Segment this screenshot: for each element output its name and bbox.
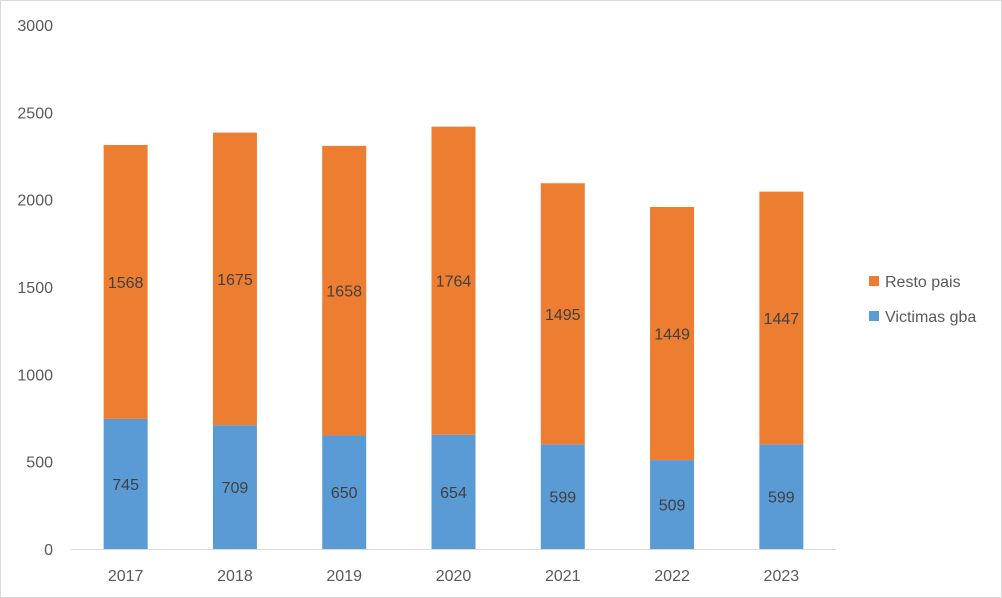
data-label-resto-pais-2019: 1658: [326, 284, 362, 301]
bar-resto-pais-2018: [212, 132, 257, 426]
legend-swatch-resto-pais: [869, 276, 879, 286]
x-tick-label-2017: 2017: [108, 568, 144, 585]
x-tick-label-2021: 2021: [545, 568, 581, 585]
data-label-resto-pais-2020: 1764: [436, 274, 472, 291]
data-label-victimas-gba-2018: 709: [222, 480, 249, 497]
bar-victimas-gba-2019: [322, 435, 367, 549]
bar-resto-pais-2017: [103, 144, 148, 419]
x-tick-label-2022: 2022: [654, 568, 690, 585]
x-tick-label-2020: 2020: [436, 568, 472, 585]
data-label-resto-pais-2022: 1449: [654, 327, 690, 344]
bar-victimas-gba-2020: [431, 434, 476, 549]
bar-victimas-gba-2022: [650, 460, 695, 549]
y-axis: 0 500 1000 1500 2000 2500 3000: [17, 18, 53, 559]
x-tick-label-2023: 2023: [764, 568, 800, 585]
y-tick-label-500: 500: [26, 455, 53, 472]
y-tick-label-0: 0: [44, 542, 53, 559]
legend: Resto pais Victimas gba: [869, 274, 976, 326]
data-label-victimas-gba-2017: 745: [112, 477, 139, 494]
bar-victimas-gba-2021: [540, 444, 585, 549]
bar-victimas-gba-2018: [212, 425, 257, 549]
data-label-victimas-gba-2021: 599: [549, 490, 576, 507]
data-label-resto-pais-2023: 1447: [764, 311, 800, 328]
x-tick-label-2019: 2019: [326, 568, 362, 585]
bar-victimas-gba-2023: [759, 444, 804, 549]
data-label-resto-pais-2018: 1675: [217, 272, 253, 289]
data-label-victimas-gba-2019: 650: [331, 485, 358, 502]
data-label-resto-pais-2017: 1568: [108, 275, 144, 292]
x-tick-label-2018: 2018: [217, 568, 253, 585]
bar-resto-pais-2022: [650, 207, 695, 461]
x-axis: 2017 2018 2019 2020 2021 2022 2023: [71, 549, 836, 585]
y-tick-label-1500: 1500: [17, 280, 53, 297]
y-tick-label-2000: 2000: [17, 193, 53, 210]
legend-label-victimas-gba: Victimas gba: [885, 309, 976, 326]
data-label-victimas-gba-2020: 654: [440, 485, 467, 502]
y-tick-label-3000: 3000: [17, 18, 53, 35]
bar-resto-pais-2023: [759, 191, 804, 445]
bar-victimas-gba-2017: [103, 418, 148, 549]
data-label-victimas-gba-2023: 599: [768, 490, 795, 507]
data-label-resto-pais-2021: 1495: [545, 307, 581, 324]
bar-resto-pais-2019: [322, 145, 367, 436]
data-label-victimas-gba-2022: 509: [659, 498, 686, 515]
y-tick-label-2500: 2500: [17, 105, 53, 122]
bar-resto-pais-2021: [540, 183, 585, 445]
y-tick-label-1000: 1000: [17, 367, 53, 384]
bar-resto-pais-2020: [431, 126, 476, 435]
bars: 745 1568 709 1675 650 1658 654 1764 599 1495 509 14…: [103, 126, 804, 549]
legend-label-resto-pais: Resto pais: [885, 274, 961, 291]
legend-swatch-victimas-gba: [869, 311, 879, 321]
